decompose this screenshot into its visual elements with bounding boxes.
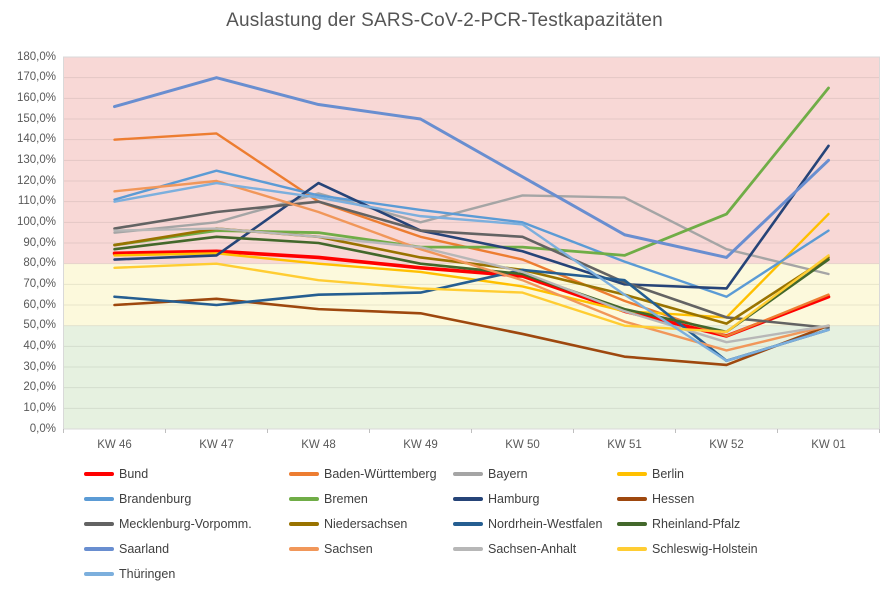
series-line-berlin <box>113 212 830 319</box>
x-tick-label-kw-49: KW 49 <box>403 439 438 451</box>
legend-swatch-icon <box>84 521 114 527</box>
legend-item-bund: Bund <box>84 465 289 483</box>
y-tick-label-60: 60,0% <box>23 298 56 311</box>
legend-swatch-icon <box>453 546 483 552</box>
series-line-bayern <box>113 192 830 276</box>
legend-label: Sachsen <box>324 542 373 556</box>
legend-swatch-icon <box>84 546 114 552</box>
legend-item-niedersachsen: Niedersachsen <box>289 515 453 533</box>
legend-swatch-icon <box>617 546 647 552</box>
chart-legend: Bund Baden-Württemberg Bayern Berlin Branden… <box>84 465 857 583</box>
legend-label: Hessen <box>652 492 695 506</box>
legend-item-hessen: Hessen <box>617 490 857 508</box>
legend-label: Bund <box>119 467 149 481</box>
series-line-rheinland-pfalz <box>113 235 830 334</box>
legend-label: Nordrhein-Westfalen <box>488 517 603 531</box>
legend-label: Berlin <box>652 467 684 481</box>
band-50-80 <box>63 263 880 326</box>
legend-swatch-icon <box>289 521 319 527</box>
series-line-saarland <box>113 76 830 259</box>
y-tick-label-30: 30,0% <box>23 360 56 373</box>
legend-swatch-icon <box>289 496 319 502</box>
x-tick-label-kw-46: KW 46 <box>97 439 132 451</box>
x-tick-label-kw-51: KW 51 <box>607 439 642 451</box>
legend-item-schleswig-holstein: Schleswig-Holstein <box>617 540 857 558</box>
legend-swatch-icon <box>453 521 483 527</box>
legend-item-th-ringen: Thüringen <box>84 565 289 583</box>
legend-swatch-icon <box>289 471 319 477</box>
x-tick-label-kw-50: KW 50 <box>505 439 540 451</box>
legend-swatch-icon <box>84 496 114 502</box>
y-tick-label-70: 70,0% <box>23 277 56 290</box>
y-tick-label-130: 130,0% <box>16 153 56 166</box>
legend-label: Baden-Württemberg <box>324 467 437 481</box>
legend-swatch-icon <box>617 496 647 502</box>
legend-item-saarland: Saarland <box>84 540 289 558</box>
y-tick-label-0: 0,0% <box>29 422 56 435</box>
x-tick-label-kw-47: KW 47 <box>199 439 234 451</box>
series-line-sachsen-anhalt <box>113 227 830 344</box>
chart-title: Auslastung der SARS-CoV-2-PCR-Testkapazi… <box>226 10 663 31</box>
legend-item-baden-w-rttemberg: Baden-Württemberg <box>289 465 453 483</box>
y-tick-label-180: 180,0% <box>16 50 56 63</box>
legend-item-sachsen: Sachsen <box>289 540 453 558</box>
legend-swatch-icon <box>453 496 483 502</box>
legend-label: Sachsen-Anhalt <box>488 542 577 556</box>
y-tick-label-10: 10,0% <box>23 401 56 414</box>
x-tick-label-kw-48: KW 48 <box>301 439 336 451</box>
series-line-mecklenburg-vorpomm- <box>113 200 830 330</box>
legend-item-sachsen-anhalt: Sachsen-Anhalt <box>453 540 617 558</box>
legend-label: Brandenburg <box>119 492 192 506</box>
y-tick-label-80: 80,0% <box>23 257 56 270</box>
y-tick-label-40: 40,0% <box>23 339 56 352</box>
y-tick-label-160: 160,0% <box>16 91 56 104</box>
series-line-nordrhein-westfalen <box>113 268 830 363</box>
legend-label: Thüringen <box>119 567 176 581</box>
legend-item-berlin: Berlin <box>617 465 857 483</box>
y-tick-label-100: 100,0% <box>16 215 56 228</box>
legend-item-rheinland-pfalz: Rheinland-Pfalz <box>617 515 857 533</box>
legend-swatch-icon <box>617 471 647 477</box>
legend-swatch-icon <box>617 521 647 527</box>
x-tick-label-kw-52: KW 52 <box>709 439 744 451</box>
series-line-hessen <box>113 297 830 367</box>
legend-item-brandenburg: Brandenburg <box>84 490 289 508</box>
y-tick-label-20: 20,0% <box>23 381 56 394</box>
legend-label: Mecklenburg-Vorpomm. <box>119 517 252 531</box>
series-line-brandenburg <box>113 169 830 298</box>
legend-item-bayern: Bayern <box>453 465 617 483</box>
band-0-50 <box>63 325 880 429</box>
legend-label: Hamburg <box>488 492 540 506</box>
y-tick-label-170: 170,0% <box>16 71 56 84</box>
series-line-schleswig-holstein <box>113 254 830 334</box>
y-tick-label-120: 120,0% <box>16 174 56 187</box>
legend-item-hamburg: Hamburg <box>453 490 617 508</box>
legend-swatch-icon <box>84 471 114 477</box>
legend-label: Saarland <box>119 542 170 556</box>
y-tick-label-110: 110,0% <box>17 195 56 208</box>
legend-label: Schleswig-Holstein <box>652 542 758 556</box>
legend-item-mecklenburg-vorpomm-: Mecklenburg-Vorpomm. <box>84 515 289 533</box>
y-tick-label-50: 50,0% <box>23 319 56 332</box>
legend-swatch-icon <box>453 471 483 477</box>
legend-item-bremen: Bremen <box>289 490 453 508</box>
x-tick-label-kw-01: KW 01 <box>811 439 846 451</box>
legend-label: Rheinland-Pfalz <box>652 517 741 531</box>
legend-label: Niedersachsen <box>324 517 408 531</box>
utilization-line-chart <box>63 56 880 433</box>
legend-item-nordrhein-westfalen: Nordrhein-Westfalen <box>453 515 617 533</box>
series-line-th-ringen <box>113 181 830 362</box>
legend-label: Bremen <box>324 492 368 506</box>
series-line-hamburg <box>113 144 830 290</box>
legend-swatch-icon <box>84 571 114 577</box>
y-tick-label-90: 90,0% <box>23 236 56 249</box>
legend-label: Bayern <box>488 467 528 481</box>
y-tick-label-150: 150,0% <box>16 112 56 125</box>
y-tick-label-140: 140,0% <box>16 133 56 146</box>
legend-swatch-icon <box>289 546 319 552</box>
